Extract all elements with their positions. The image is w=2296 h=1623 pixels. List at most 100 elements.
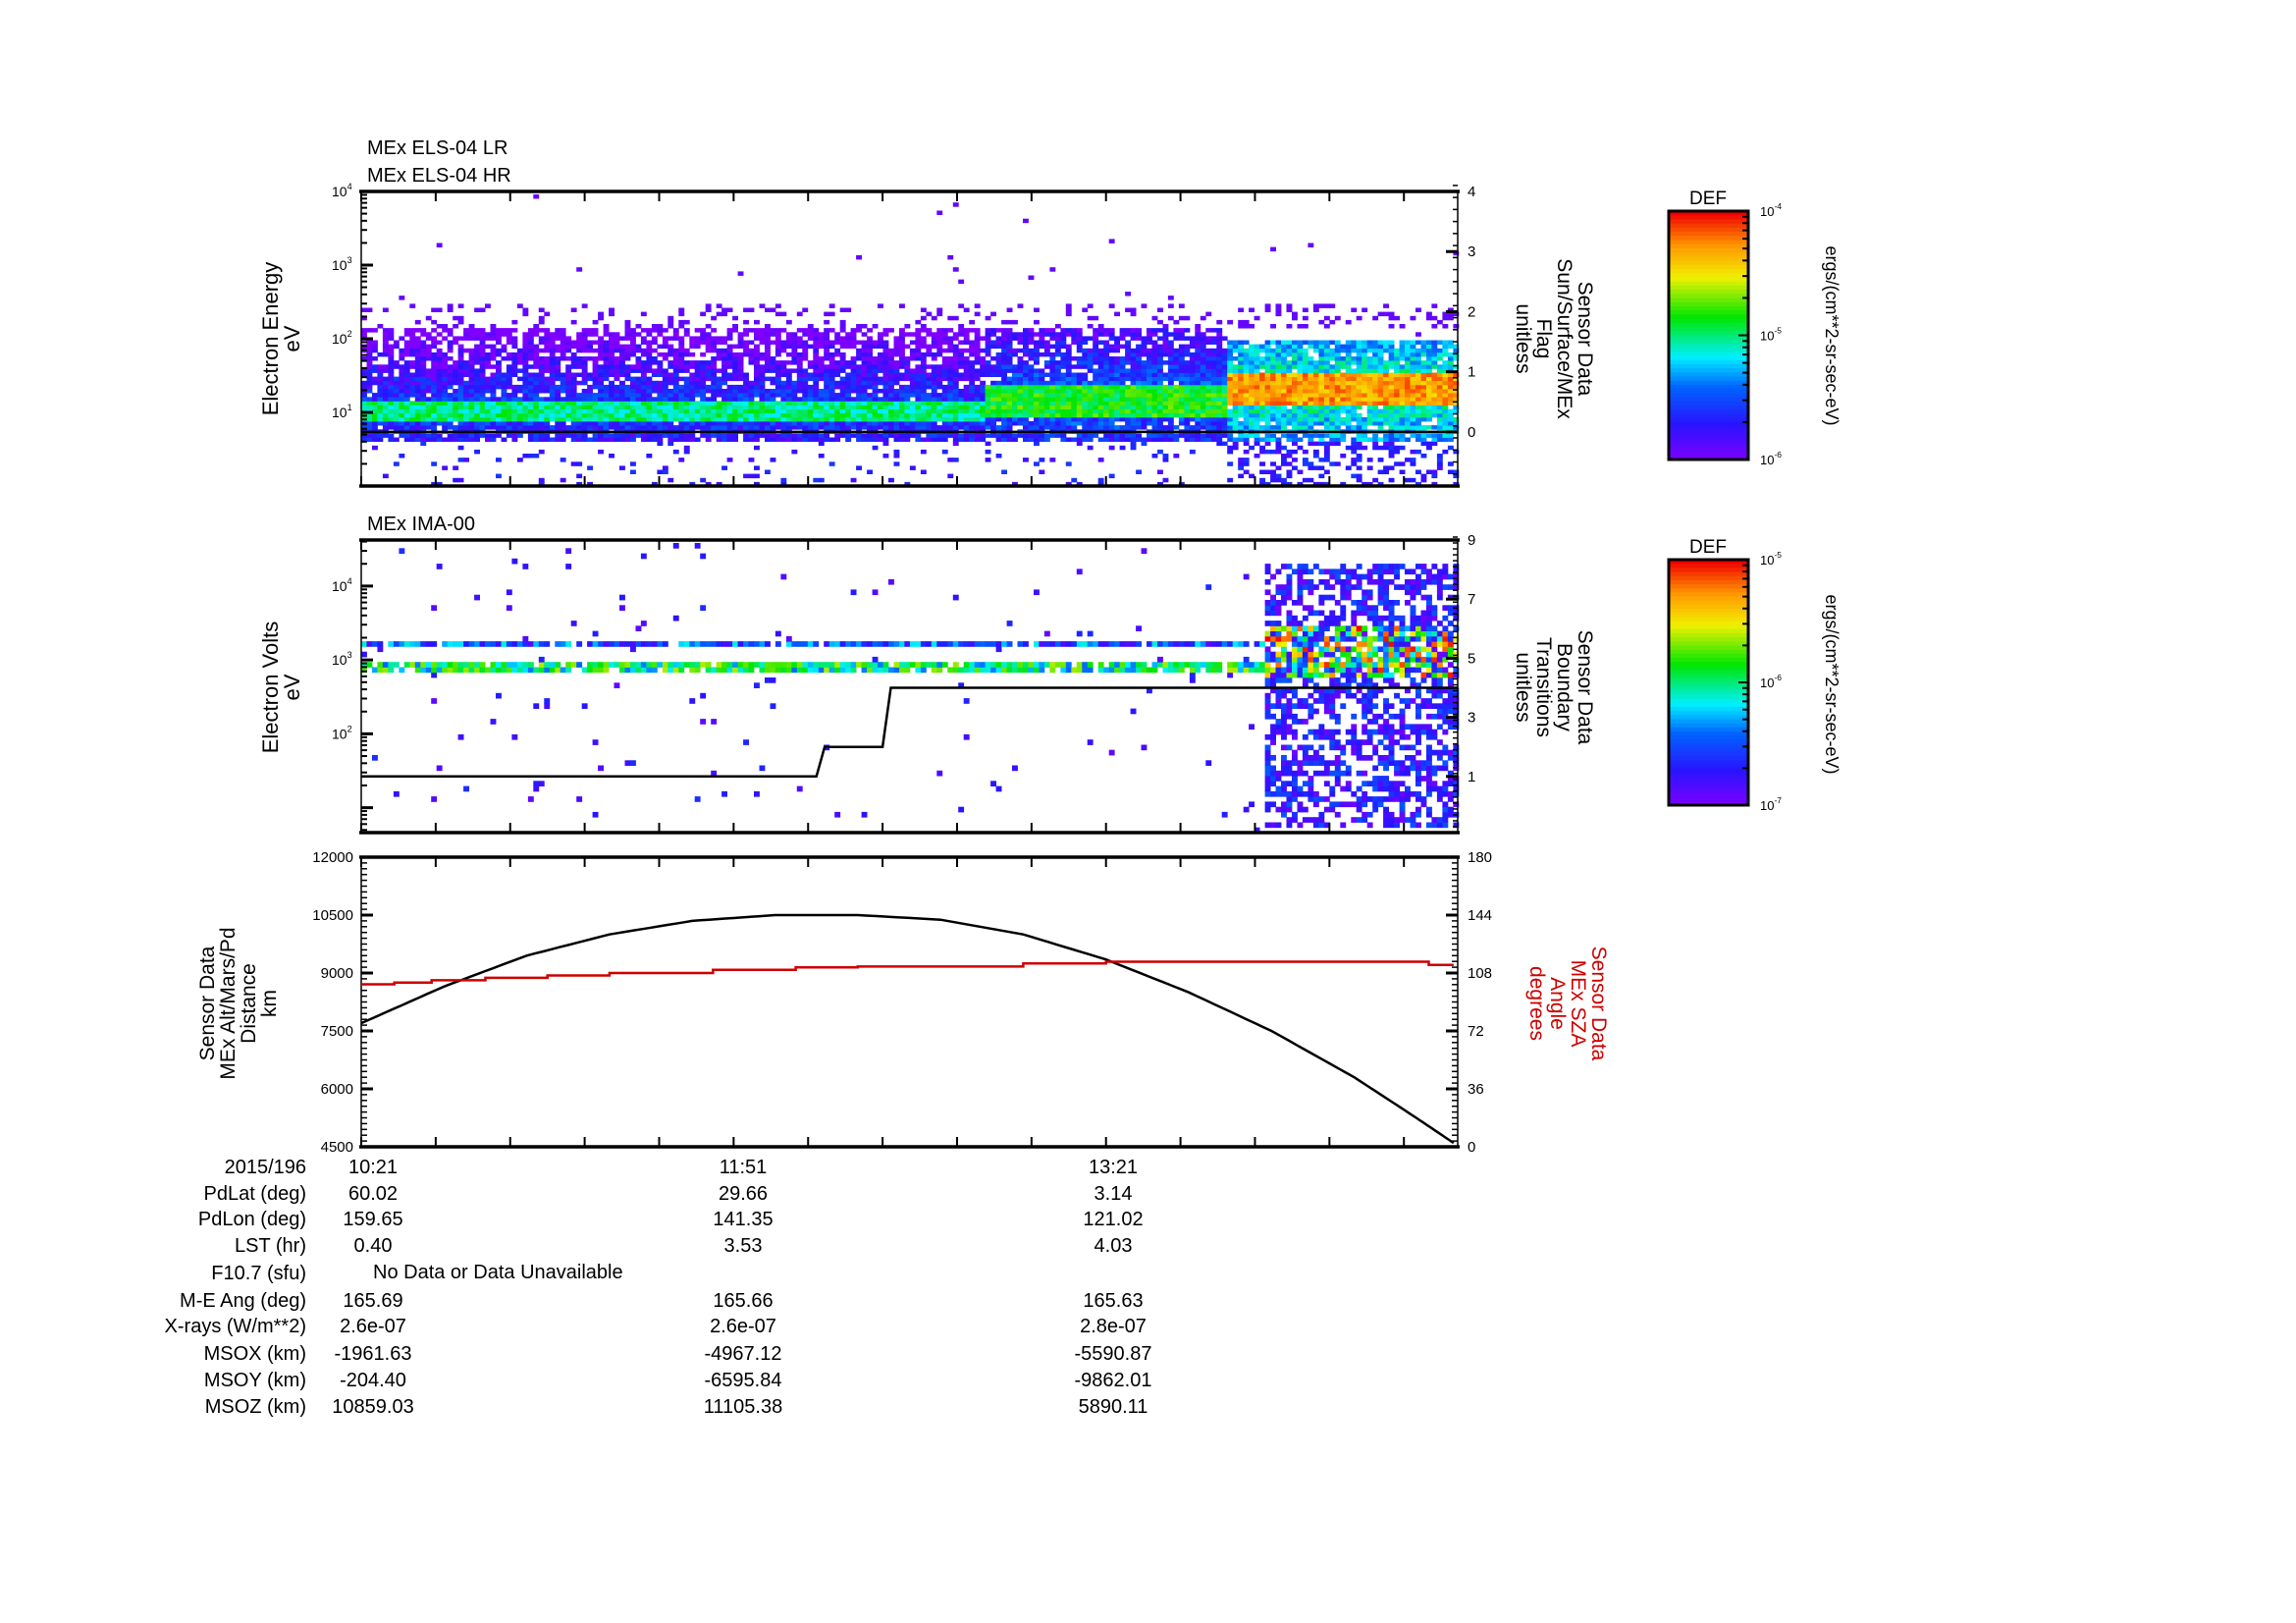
spectrogram-cell: [726, 397, 733, 402]
spectrogram-cell: [828, 328, 835, 333]
spectrogram-cell: [1249, 412, 1255, 418]
spectrogram-cell: [791, 348, 798, 353]
spectrogram-cell: [549, 389, 556, 394]
spectrogram-cell: [904, 421, 911, 426]
spectrogram-cell: [1329, 397, 1336, 402]
spectrogram-cell: [533, 401, 540, 406]
spectrogram-cell: [409, 425, 416, 430]
spectrogram-cell: [1318, 405, 1325, 409]
spectrogram-cell: [963, 397, 970, 402]
spectrogram-cell: [770, 328, 776, 333]
spectrogram-cell: [904, 332, 911, 337]
spectrogram-cell: [1065, 384, 1072, 390]
spectrogram-cell: [1093, 315, 1099, 321]
spectrogram-cell: [399, 412, 405, 418]
spectrogram-cell: [941, 397, 948, 402]
spectrogram-cell: [1238, 352, 1245, 357]
spectrogram-cell: [850, 412, 857, 418]
spectrogram-cell: [1034, 397, 1040, 402]
spectrogram-cell: [1178, 376, 1185, 382]
spectrogram-cell: [393, 416, 400, 422]
spectrogram-cell: [867, 336, 873, 341]
spectrogram-cell: [667, 393, 674, 398]
spectrogram-cell: [990, 412, 996, 418]
spectrogram-cell: [1323, 449, 1330, 455]
spectrogram-cell: [587, 425, 593, 430]
spectrogram-cell: [496, 376, 502, 382]
spectrogram-cell: [1227, 368, 1234, 373]
spectrogram-cell: [1340, 389, 1347, 394]
spectrogram-cell: [985, 408, 991, 414]
spectrogram-cell: [479, 328, 486, 333]
spectrogram-cell: [581, 348, 588, 353]
spectrogram-cell: [624, 408, 631, 414]
spectrogram-cell: [1323, 469, 1330, 474]
spectrogram-cell: [640, 425, 647, 430]
spectrogram-cell: [1173, 425, 1180, 430]
spectrogram-cell: [774, 393, 781, 398]
spectrogram-cell: [1249, 368, 1255, 373]
spectrogram-cell: [614, 412, 620, 418]
spectrogram-cell: [581, 408, 588, 414]
spectrogram-cell: [1221, 401, 1228, 406]
spectrogram-cell: [743, 401, 749, 406]
spectrogram-cell: [1167, 303, 1174, 308]
spectrogram-cell: [614, 421, 620, 426]
spectrogram-cell: [662, 376, 668, 382]
spectrogram-cell: [861, 433, 868, 438]
spectrogram-cell: [1210, 364, 1217, 369]
spectrogram-cell: [839, 319, 846, 325]
spectrogram-cell: [667, 372, 674, 377]
spectrogram-cell: [1200, 408, 1206, 414]
spectrogram-cell: [1141, 303, 1148, 308]
spectrogram-cell: [506, 364, 512, 369]
spectrogram-cell: [1136, 372, 1142, 377]
spectrogram-cell: [457, 303, 464, 308]
spectrogram-cell: [1108, 364, 1115, 369]
spectrogram-cell: [1334, 412, 1341, 418]
spectrogram-cell: [442, 425, 449, 430]
spectrogram-cell: [1147, 376, 1152, 382]
spectrogram-cell: [995, 393, 1002, 398]
spectrogram-cell: [1292, 352, 1298, 357]
spectrogram-cell: [899, 340, 905, 345]
spectrogram-cell: [576, 372, 583, 377]
spectrogram-cell: [828, 364, 835, 369]
spectrogram-cell: [1114, 380, 1120, 386]
spectrogram-cell: [990, 311, 996, 317]
spectrogram-cell: [689, 412, 696, 418]
spectrogram-cell: [845, 437, 852, 442]
spectrogram-cell: [672, 416, 679, 422]
spectrogram-cell: [1097, 389, 1104, 394]
spectrogram-cell: [1162, 397, 1169, 402]
spectrogram-cell: [974, 416, 981, 422]
spectrogram-cell: [1082, 348, 1089, 353]
spectrogram-cell: [834, 352, 841, 357]
spectrogram-cell: [980, 380, 987, 386]
spectrogram-cell: [1243, 425, 1250, 430]
spectrogram-cell: [678, 356, 685, 361]
spectrogram-cell: [1141, 408, 1148, 414]
spectrogram-cell: [839, 364, 846, 369]
spectrogram-cell: [1323, 425, 1330, 430]
spectrogram-cell: [774, 416, 781, 422]
spectrogram-cell: [1108, 421, 1115, 426]
spectrogram-cell: [1297, 389, 1304, 394]
spectrogram-cell: [926, 433, 933, 438]
spectrogram-cell: [878, 376, 883, 382]
spectrogram-cell: [867, 384, 873, 390]
spectrogram-cell: [791, 405, 798, 409]
spectrogram-cell: [533, 380, 540, 386]
spectrogram-cell: [1006, 412, 1013, 418]
spectrogram-cell: [1243, 416, 1250, 422]
spectrogram-cell: [1006, 344, 1013, 350]
spectrogram-cell: [1249, 307, 1255, 312]
spectrogram-cell: [732, 393, 738, 398]
spectrogram-cell: [598, 401, 604, 406]
spectrogram-cell: [1254, 425, 1260, 430]
spectrogram-cell: [662, 352, 668, 357]
spectrogram-cell: [1362, 380, 1368, 386]
spectrogram-cell: [878, 344, 883, 350]
spectrogram-cell: [560, 376, 566, 382]
spectrogram-cell: [807, 405, 814, 409]
